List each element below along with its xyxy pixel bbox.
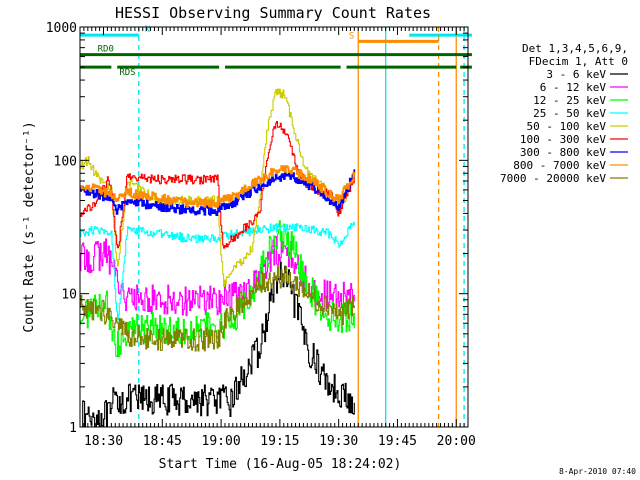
legend-header-line: Det 1,3,4,5,6,9, <box>522 42 628 55</box>
series-line-7 <box>80 165 356 208</box>
legend-entry-label: 12 - 25 keV <box>533 94 606 107</box>
legend-entry-label: 25 - 50 keV <box>533 107 606 120</box>
y-tick-label: 1 <box>69 421 77 436</box>
plot-frame <box>79 26 469 428</box>
x-axis: 18:30 18:45 19:00 19:15 19:30 19:45 20:00 <box>79 27 476 449</box>
x-tick-label: 20:00 <box>437 434 476 449</box>
chart-title: HESSI Observing Summary Count Rates <box>115 4 431 22</box>
series-line-0 <box>80 261 355 428</box>
x-tick-label: 19:00 <box>202 434 241 449</box>
series-line-6 <box>80 169 356 216</box>
x-tick-label: 18:30 <box>84 434 123 449</box>
x-tick-label: 18:45 <box>143 434 182 449</box>
y-axis: 1 10 100 1000 <box>46 21 468 436</box>
series-line-8 <box>80 265 355 352</box>
series-line-1 <box>80 235 355 317</box>
series-line-3 <box>80 221 355 321</box>
state-bar-label-rd0: RD0 <box>98 45 114 55</box>
x-tick-label: 19:15 <box>260 434 299 449</box>
state-bar-label-rds: RDS <box>119 68 135 78</box>
x-tick-label: 19:45 <box>378 434 417 449</box>
state-bars: RD0 RDS N S <box>80 25 472 78</box>
legend-entry-label: 300 - 800 keV <box>520 146 606 159</box>
legend-entry-label: 100 - 300 keV <box>520 133 606 146</box>
legend-entry-label: 50 - 100 keV <box>527 120 607 133</box>
y-tick-label: 1000 <box>46 21 77 36</box>
state-bar-label-s: S <box>349 31 354 41</box>
vertical-markers <box>138 27 465 427</box>
legend-entry-label: 3 - 6 keV <box>546 68 606 81</box>
legend-entry-label: 6 - 12 keV <box>540 81 607 94</box>
legend-header-line: FDecim 1, Att 0 <box>529 55 628 68</box>
y-axis-label: Count Rate (s⁻¹ detector⁻¹) <box>22 121 37 332</box>
legend: Det 1,3,4,5,6,9,FDecim 1, Att 03 - 6 keV… <box>500 42 628 185</box>
data-series <box>80 88 356 428</box>
x-tick-label: 19:30 <box>319 434 358 449</box>
y-tick-label: 100 <box>54 154 77 169</box>
state-bar-label-n: N <box>145 25 150 35</box>
y-tick-label: 10 <box>61 288 77 303</box>
x-axis-label: Start Time (16-Aug-05 18:24:02) <box>159 457 402 472</box>
legend-entry-label: 7000 - 20000 keV <box>500 172 606 185</box>
footer-timestamp: 8-Apr-2010 07:40 <box>559 467 636 476</box>
legend-entry-label: 800 - 7000 keV <box>513 159 606 172</box>
